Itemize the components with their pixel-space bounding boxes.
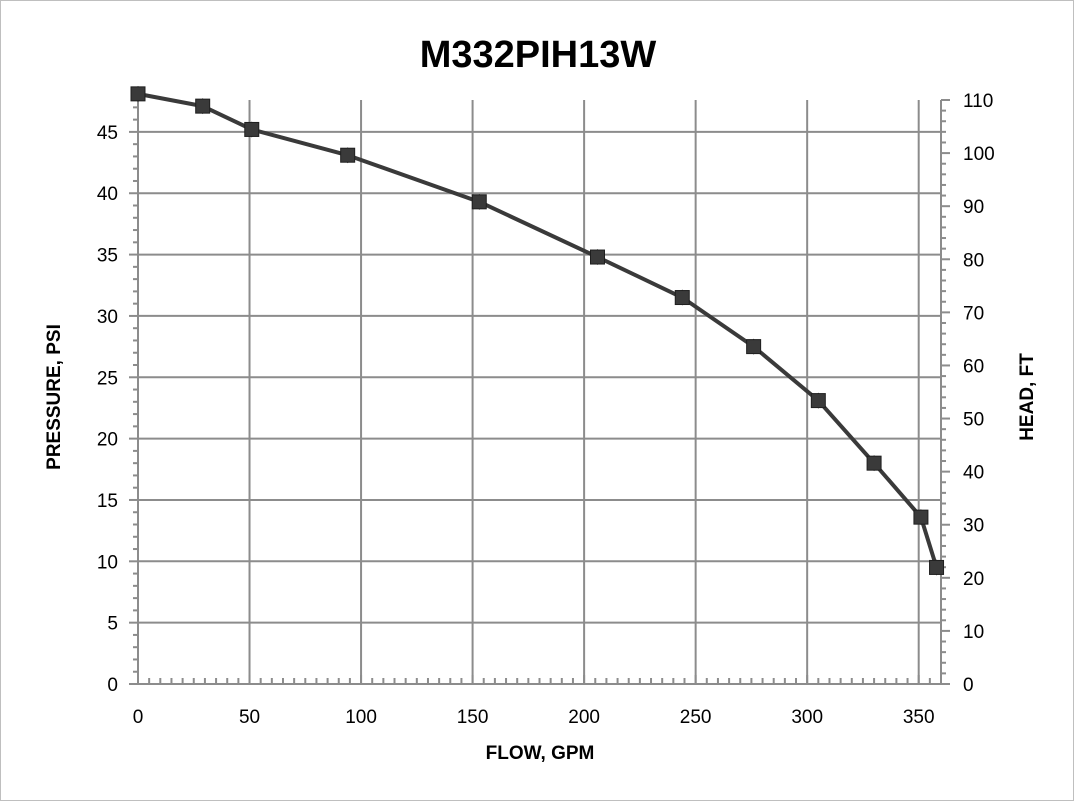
y-tick-label: 35 xyxy=(97,246,118,267)
y2-tick-label: 110 xyxy=(963,91,993,112)
y2-tick-label: 10 xyxy=(963,622,984,643)
y2-tick-label: 80 xyxy=(963,250,984,271)
y-tick-label: 15 xyxy=(97,491,118,512)
y2-axis-label: HEAD, FT xyxy=(1017,353,1038,441)
x-tick-label: 200 xyxy=(568,707,600,728)
y2-tick-label: 30 xyxy=(963,516,984,537)
y-tick-label: 20 xyxy=(97,430,118,451)
y-tick-label: 10 xyxy=(97,552,118,573)
data-point-marker xyxy=(913,509,929,525)
tick-labels: 0 50 100 150 200 250 300 350 0 5 10 15 20 25 30 35 40 45 0… xyxy=(97,91,995,728)
series-line xyxy=(137,91,939,569)
y-tick-label: 0 xyxy=(107,675,118,696)
y-tick-label: 25 xyxy=(97,368,118,389)
y2-tick-label: 70 xyxy=(963,303,984,324)
y2-tick-label: 90 xyxy=(963,197,984,218)
x-tick-label: 50 xyxy=(239,707,260,728)
x-tick-label: 300 xyxy=(791,707,823,728)
x-tick-label: 350 xyxy=(903,707,935,728)
y2-tick-label: 20 xyxy=(963,569,984,590)
grid-lines xyxy=(138,100,941,684)
data-point-marker xyxy=(589,249,605,265)
data-point-marker xyxy=(471,194,487,210)
y2-tick-label: 100 xyxy=(963,144,995,165)
y-tick-label: 5 xyxy=(107,614,118,635)
x-tick-label: 150 xyxy=(457,707,489,728)
y-axis-label: PRESSURE, PSI xyxy=(44,324,65,470)
x-axis-label: FLOW, GPM xyxy=(486,743,595,764)
x-tick-label: 250 xyxy=(680,707,712,728)
y-tick-label: 30 xyxy=(97,307,118,328)
y2-tick-label: 50 xyxy=(963,410,984,431)
data-point-marker xyxy=(674,290,690,306)
x-tick-label: 100 xyxy=(345,707,377,728)
data-point-marker xyxy=(130,86,146,102)
y2-tick-label: 60 xyxy=(963,356,984,377)
axes xyxy=(129,99,950,685)
data-point-marker xyxy=(810,393,826,409)
y2-tick-label: 40 xyxy=(963,463,984,484)
data-point-marker xyxy=(866,455,882,471)
y-tick-label: 45 xyxy=(97,123,118,144)
x-tick-label: 0 xyxy=(133,707,144,728)
data-point-marker xyxy=(244,121,260,137)
y-tick-label: 40 xyxy=(97,184,118,205)
data-point-marker xyxy=(746,339,762,355)
y2-tick-label: 0 xyxy=(963,675,974,696)
data-point-marker xyxy=(340,147,356,163)
data-point-marker xyxy=(195,98,211,114)
chart-title: M332PIH13W xyxy=(420,34,657,76)
data-point-marker xyxy=(929,559,945,575)
series-layer xyxy=(130,85,945,576)
